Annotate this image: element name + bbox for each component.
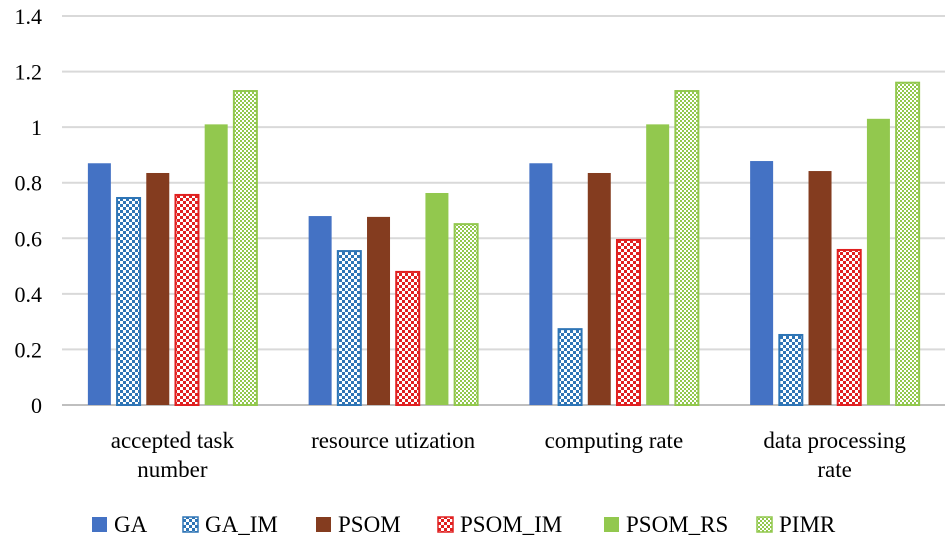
- bar-psom-rs: [866, 118, 890, 406]
- x-tick-label: rate: [817, 457, 851, 482]
- legend-item-ga: GA: [92, 512, 148, 537]
- bar-psom: [146, 172, 170, 405]
- bars: [87, 81, 921, 407]
- bar-psom-im: [615, 238, 641, 406]
- x-tick-label: computing rate: [545, 428, 684, 453]
- x-tick-label: resource utization: [311, 428, 476, 453]
- x-tick-label: accepted task: [111, 428, 235, 453]
- bar-ga: [750, 161, 774, 405]
- bar-psom: [367, 216, 391, 405]
- bar-psom-rs: [425, 192, 449, 405]
- y-tick-label: 0.6: [15, 226, 43, 251]
- y-tick-label: 1: [31, 115, 42, 140]
- legend-swatch: [437, 516, 454, 533]
- bar-ga: [87, 163, 111, 405]
- legend: GA GA_IM PSOM PSOM_IM PSOM_RS PIMR: [92, 512, 836, 537]
- legend-item-psom: PSOM: [316, 512, 401, 537]
- legend-label: PSOM_RS: [626, 512, 728, 537]
- bar-ga-im: [116, 196, 142, 406]
- legend-label: GA_IM: [205, 512, 278, 537]
- legend-label: PSOM: [338, 512, 401, 537]
- bar-psom-im: [174, 193, 200, 406]
- bar-pimr: [674, 90, 700, 407]
- y-tick-label: 1.4: [15, 4, 43, 29]
- x-tick-label: number: [137, 457, 208, 482]
- bar-psom: [808, 171, 832, 405]
- y-tick-label: 0.2: [15, 337, 43, 362]
- bar-psom: [587, 172, 611, 405]
- bar-ga: [529, 163, 553, 405]
- y-tick-label: 0.8: [15, 171, 43, 196]
- legend-swatch: [316, 517, 331, 532]
- y-tick-label: 0: [31, 393, 42, 418]
- bar-psom-rs: [204, 124, 228, 405]
- bar-pimr: [232, 90, 258, 407]
- x-tick-label: data processing: [763, 428, 906, 453]
- y-tick-label: 1.2: [15, 60, 43, 85]
- bar-ga-im: [336, 250, 362, 406]
- bar-pimr: [453, 223, 479, 406]
- legend-swatch: [182, 516, 199, 533]
- x-axis: accepted task number resource utization com…: [111, 428, 907, 482]
- legend-item-pimr: PIMR: [756, 512, 836, 537]
- legend-swatch: [756, 516, 773, 533]
- legend-item-ga-im: GA_IM: [182, 512, 278, 537]
- bar-psom-rs: [646, 124, 670, 405]
- legend-swatch: [604, 517, 619, 532]
- y-tick-label: 0.4: [15, 282, 43, 307]
- bar-psom-im: [836, 248, 862, 406]
- bar-pimr: [895, 81, 921, 407]
- legend-label: PSOM_IM: [460, 512, 562, 537]
- bar-psom-im: [395, 270, 421, 406]
- legend-label: PIMR: [779, 512, 836, 537]
- bar-ga-im: [557, 328, 583, 406]
- legend-label: GA: [114, 512, 148, 537]
- bar-ga: [308, 216, 332, 405]
- bar-ga-im: [778, 333, 804, 407]
- legend-item-psom-im: PSOM_IM: [437, 512, 562, 537]
- legend-item-psom-rs: PSOM_RS: [604, 512, 728, 537]
- legend-swatch: [92, 517, 107, 532]
- y-axis: 0 0.2 0.4 0.6 0.8 1 1.2 1.4: [15, 4, 43, 418]
